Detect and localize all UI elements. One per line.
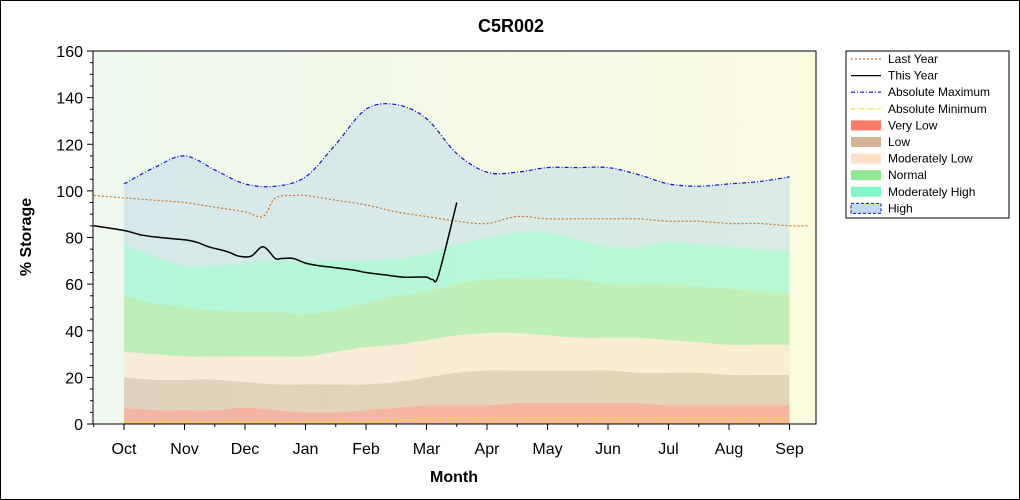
y-tick-label: 0 — [74, 417, 83, 434]
legend-label-moderately-high: Moderately High — [888, 185, 975, 199]
series-this-year — [93, 202, 458, 283]
legend-label-absolute-maximum: Absolute Maximum — [888, 85, 990, 99]
legend-label-low: Low — [888, 135, 910, 149]
x-axis-label: Month — [430, 469, 478, 486]
x-tick-label: Apr — [475, 441, 501, 458]
y-tick-label: 140 — [56, 91, 83, 108]
legend-label-very-low: Very Low — [888, 118, 938, 132]
series-last-year — [93, 194, 808, 227]
series-absolute-minimum — [123, 418, 790, 423]
x-tick-label: Jul — [658, 441, 678, 458]
legend-swatch-moderately-high — [851, 186, 881, 197]
band-very-low — [124, 402, 790, 424]
y-tick-label: 160 — [56, 44, 83, 61]
y-axis-label: % Storage — [18, 198, 35, 276]
band-areas — [124, 103, 790, 424]
legend-label-high: High — [888, 201, 913, 215]
x-tick-label: Aug — [715, 441, 743, 458]
legend: Last Year This Year Absolute Maximum Absolu… — [845, 50, 1010, 219]
band-normal — [124, 276, 790, 357]
x-tick-label: Mar — [413, 441, 441, 458]
y-tick-label: 20 — [65, 370, 83, 387]
x-tick-label: Sep — [775, 441, 804, 458]
series-absolute-maximum — [123, 103, 790, 188]
chart-title: C5R002 — [478, 16, 544, 36]
x-tick-label: Jan — [293, 441, 319, 458]
band-moderately-low — [124, 332, 790, 385]
x-tick-label: May — [532, 441, 562, 458]
y-tick-label: 60 — [65, 277, 83, 294]
x-tick-label: Oct — [112, 441, 137, 458]
band-low — [124, 370, 790, 413]
legend-label-this-year: This Year — [888, 69, 938, 83]
legend-swatch-moderately-low — [851, 153, 881, 164]
legend-swatch-high — [850, 202, 882, 214]
legend-label-last-year: Last Year — [888, 52, 938, 66]
legend-swatch-normal — [851, 170, 881, 181]
legend-label-normal: Normal — [888, 168, 927, 182]
y-tick-label: 100 — [56, 184, 83, 201]
x-tick-label: Feb — [352, 441, 380, 458]
legend-label-moderately-low: Moderately Low — [888, 152, 973, 166]
x-tick-label: Jun — [595, 441, 621, 458]
y-tick-label: 120 — [56, 137, 83, 154]
band-high — [124, 103, 790, 267]
legend-swatch-very-low — [851, 120, 881, 131]
y-tick-label: 80 — [65, 231, 83, 248]
band-moderately-high — [124, 232, 790, 315]
axes: 0 20 40 60 80 100 120 140 160 Oct Nov Dec Jan Feb Mar A… — [56, 44, 817, 458]
legend-swatch-low — [851, 137, 881, 147]
series-lines — [93, 103, 808, 423]
x-tick-label: Nov — [170, 441, 198, 458]
legend-label-absolute-minimum: Absolute Minimum — [888, 102, 987, 116]
x-tick-label: Dec — [231, 441, 259, 458]
y-tick-label: 40 — [65, 324, 83, 341]
